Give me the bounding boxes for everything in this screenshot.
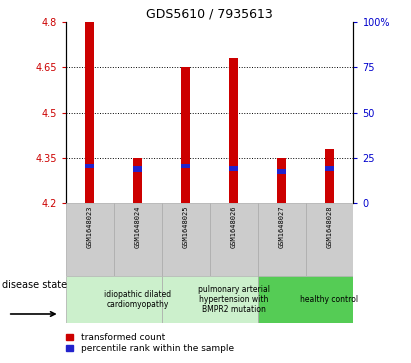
Bar — [229, 58, 238, 203]
Bar — [325, 166, 334, 171]
Bar — [66, 203, 114, 276]
Text: GSM1648025: GSM1648025 — [182, 205, 189, 248]
Bar — [325, 149, 334, 203]
Text: idiopathic dilated
cardiomyopathy: idiopathic dilated cardiomyopathy — [104, 290, 171, 309]
Bar — [133, 158, 142, 203]
Text: GSM1648023: GSM1648023 — [87, 205, 93, 248]
Text: GSM1648026: GSM1648026 — [231, 205, 237, 248]
Bar — [258, 276, 353, 323]
Bar — [181, 164, 190, 168]
Bar — [210, 203, 258, 276]
Text: pulmonary arterial
hypertension with
BMPR2 mutation: pulmonary arterial hypertension with BMP… — [198, 285, 270, 314]
Bar — [66, 276, 162, 323]
Bar — [114, 203, 162, 276]
Text: GSM1648027: GSM1648027 — [279, 205, 284, 248]
Bar — [162, 276, 258, 323]
Bar — [258, 203, 305, 276]
Text: healthy control: healthy control — [300, 295, 358, 304]
Bar — [85, 164, 94, 168]
Bar — [85, 22, 94, 203]
Text: disease state: disease state — [2, 280, 67, 290]
Title: GDS5610 / 7935613: GDS5610 / 7935613 — [146, 8, 273, 21]
Bar — [277, 158, 286, 203]
Legend: transformed count, percentile rank within the sample: transformed count, percentile rank withi… — [66, 333, 234, 353]
Bar — [277, 169, 286, 174]
Bar — [229, 166, 238, 171]
Text: GSM1648028: GSM1648028 — [326, 205, 332, 248]
Bar — [181, 67, 190, 203]
Text: GSM1648024: GSM1648024 — [135, 205, 141, 248]
Bar — [133, 166, 142, 172]
Bar — [162, 203, 210, 276]
Bar — [305, 203, 353, 276]
